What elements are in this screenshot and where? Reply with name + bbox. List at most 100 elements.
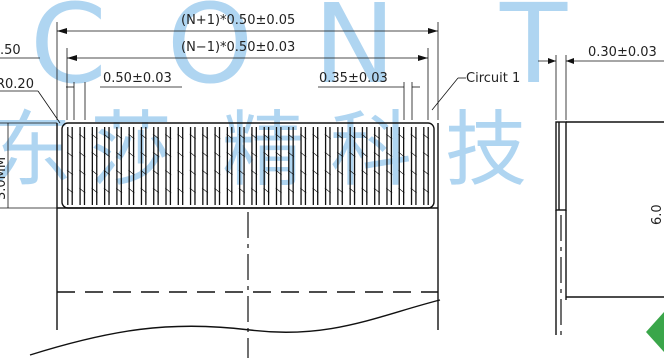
pin-hatch: [79, 187, 86, 194]
pin-hatch: [287, 133, 295, 140]
pin-hatch: [336, 187, 344, 194]
pin-hatch: [410, 133, 417, 140]
pin-hatch: [214, 133, 221, 140]
pin-hatch: [226, 151, 233, 158]
pin-hatch: [398, 133, 405, 140]
pin-hatch: [140, 151, 147, 158]
pin-hatch: [336, 151, 344, 158]
pin-hatch: [128, 187, 135, 194]
pin-hatch: [238, 151, 246, 158]
circuit-1-label: Circuit 1: [431, 71, 520, 111]
pin-hatch: [214, 169, 221, 176]
pin-hatch: [177, 133, 184, 140]
pin-hatch: [398, 169, 405, 176]
pin-hatch: [324, 151, 331, 158]
watermark-char-3: 精: [222, 103, 304, 198]
pin-hatch: [410, 151, 417, 158]
pin-hatch: [312, 151, 319, 158]
pin-hatch: [201, 151, 209, 158]
green-accent-mark: [646, 312, 664, 352]
watermark-char-4: 科: [330, 103, 412, 198]
pin-hatch: [361, 187, 368, 194]
pin-hatch: [103, 133, 111, 140]
pin-hatch: [226, 133, 233, 140]
dim-height-left-text: 3.0MM: [0, 157, 9, 200]
pin-hatch: [250, 133, 258, 140]
pin-hatch: [361, 151, 368, 158]
pin-hatch: [115, 187, 123, 194]
pin-hatch: [165, 187, 172, 194]
pin-hatch: [422, 187, 430, 194]
pin-hatch: [398, 187, 405, 194]
pin-hatch: [349, 187, 356, 194]
pin-hatch: [275, 151, 282, 158]
pin-hatch: [79, 151, 86, 158]
dim-height-left: 3.0MM: [0, 122, 57, 209]
pin-hatch: [410, 187, 417, 194]
pin-hatch: [177, 169, 184, 176]
pin-hatch: [250, 169, 258, 176]
pin-hatch: [336, 169, 344, 176]
dim-total-width-text: (N+1)*0.50±0.05: [181, 13, 295, 28]
pin-hatch: [214, 151, 221, 158]
pin-hatch: [226, 169, 233, 176]
watermark-char-1: 东: [0, 103, 72, 198]
pin-hatch: [91, 187, 98, 194]
pin-hatch: [361, 169, 368, 176]
dim-left-partials: .50 R0.20: [0, 43, 61, 124]
pin-hatch: [189, 151, 196, 158]
pin-hatch: [214, 187, 221, 194]
pin-hatch: [189, 133, 196, 140]
pin-hatch: [238, 133, 246, 140]
pin-hatch: [91, 151, 98, 158]
pin-array: [66, 127, 430, 205]
dim-pin-width: 0.35±0.03: [318, 71, 420, 120]
pin-hatch: [385, 169, 393, 176]
pin-hatch: [201, 169, 209, 176]
watermark-right-glyph: T: [499, 0, 568, 108]
pin-hatch: [128, 133, 135, 140]
pin-hatch: [152, 169, 160, 176]
watermark: CON T 东 莎 精 科 技: [0, 0, 568, 198]
pin-hatch: [91, 169, 98, 176]
dim-side-thickness-text: 0.30±0.03: [588, 45, 657, 60]
pin-hatch: [300, 169, 307, 176]
pin-hatch: [312, 169, 319, 176]
side-stiffener: [555, 121, 567, 211]
pin-hatch: [152, 151, 160, 158]
pin-hatch: [275, 187, 282, 194]
pin-hatch: [177, 187, 184, 194]
watermark-char-2: 莎: [90, 103, 172, 198]
dim-pin-width-text: 0.35±0.03: [319, 71, 388, 86]
pin-hatch: [349, 151, 356, 158]
pin-hatch: [115, 169, 123, 176]
pin-hatch: [140, 133, 147, 140]
pin-hatch: [263, 169, 270, 176]
pin-hatch: [165, 133, 172, 140]
cable-side-view: 0.30±0.03 6.0: [538, 45, 664, 352]
pin-hatch: [66, 187, 74, 194]
pin-hatch: [79, 133, 86, 140]
pin-hatch: [275, 169, 282, 176]
dim-pitch-span-text: (N−1)*0.50±0.03: [181, 40, 295, 55]
pin-hatch: [349, 133, 356, 140]
dim-left-partial-b: R0.20: [0, 77, 34, 92]
pin-hatch: [422, 133, 430, 140]
pin-hatch: [275, 133, 282, 140]
cable-front-view: [29, 122, 441, 358]
pin-hatch: [324, 133, 331, 140]
pin-hatch: [250, 187, 258, 194]
pin-hatch: [324, 187, 331, 194]
pin-hatch: [349, 169, 356, 176]
dim-side-height-text: 6.0: [650, 204, 664, 225]
pin-hatch: [91, 133, 98, 140]
pin-hatch: [300, 133, 307, 140]
dim-pitch-span: (N−1)*0.50±0.03: [66, 40, 429, 120]
pin-hatch: [66, 133, 74, 140]
pin-hatch: [66, 169, 74, 176]
pin-hatch: [201, 187, 209, 194]
pin-hatch: [324, 169, 331, 176]
pin-hatch: [422, 169, 430, 176]
pin-hatch: [373, 151, 381, 158]
